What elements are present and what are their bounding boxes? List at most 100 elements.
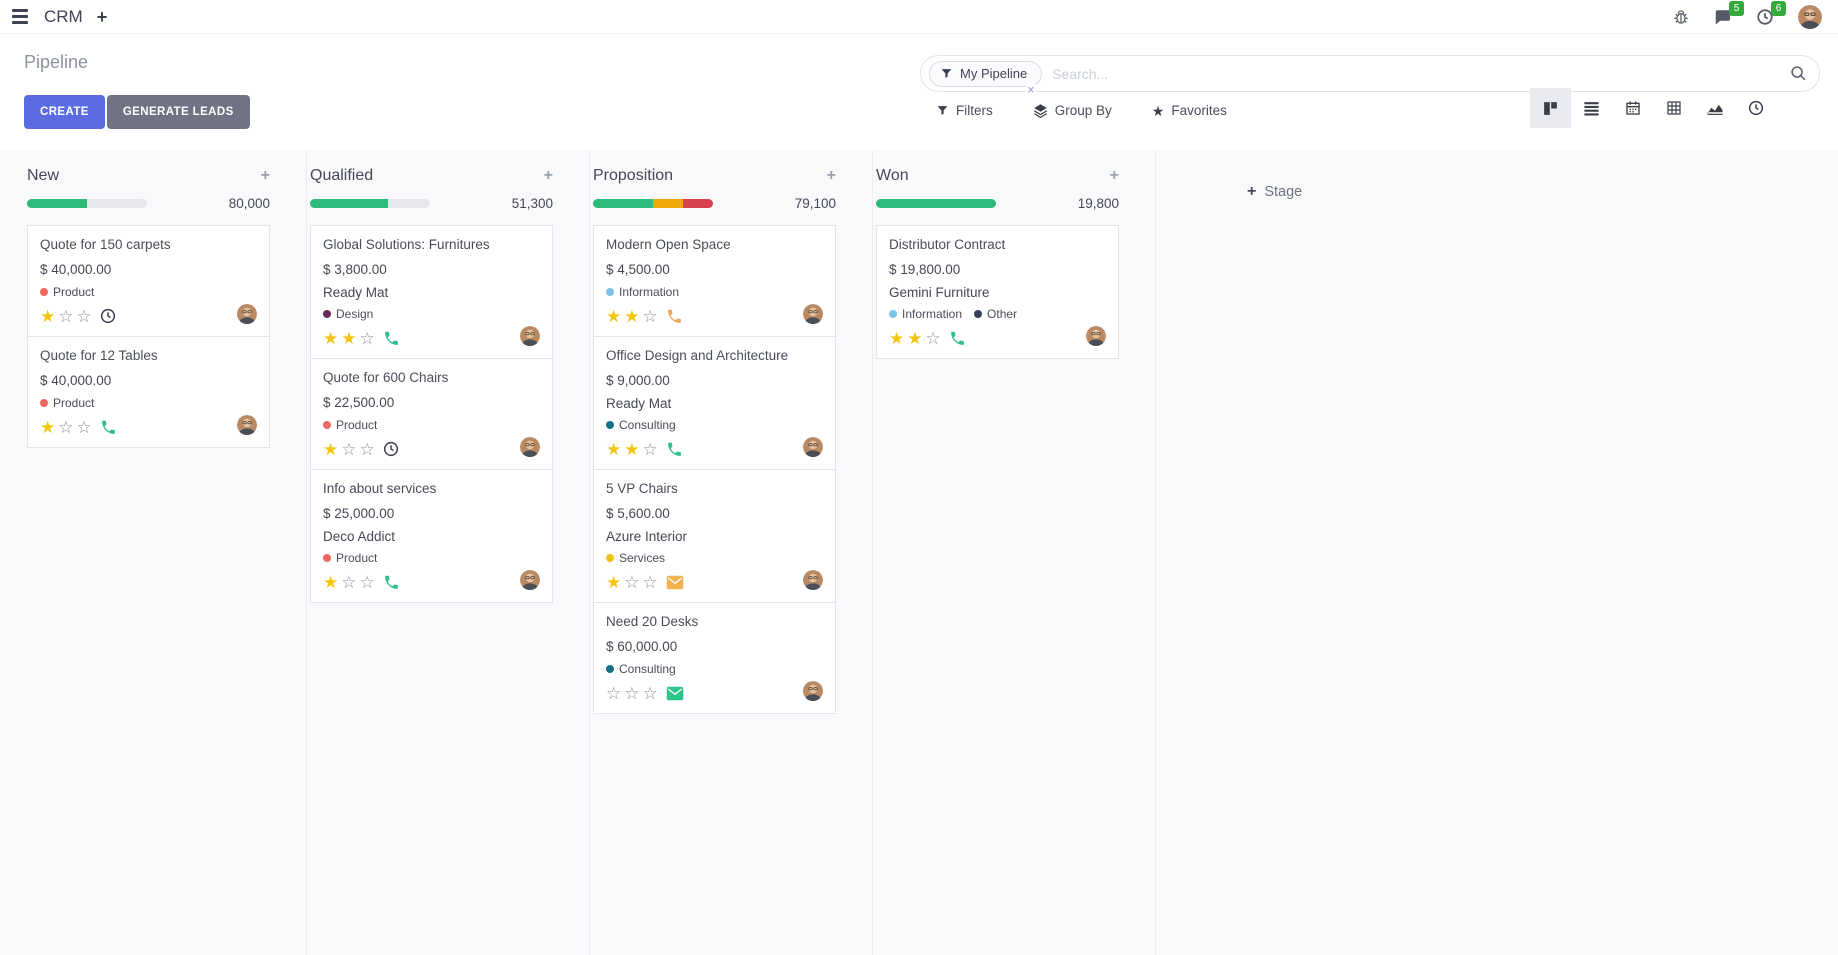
search-input[interactable] <box>1042 64 1790 83</box>
view-switch-graph[interactable] <box>1694 88 1735 128</box>
priority-star-icon[interactable]: ☆ <box>624 572 640 592</box>
quick-create-icon[interactable]: + <box>826 167 836 184</box>
app-name[interactable]: CRM <box>44 6 83 26</box>
kanban-card[interactable]: 5 VP Chairs $ 5,600.00 Azure Interior Ser… <box>593 468 836 603</box>
priority-star-icon[interactable]: ☆ <box>341 572 357 592</box>
kanban-card[interactable]: Distributor Contract $ 19,800.00 Gemini F… <box>876 225 1119 359</box>
progress-segment[interactable] <box>876 199 996 208</box>
envelope-icon[interactable] <box>666 575 684 590</box>
view-switch-kanban[interactable] <box>1530 88 1571 128</box>
priority-star-icon[interactable]: ★ <box>323 572 339 592</box>
apps-menu-icon[interactable] <box>10 7 30 26</box>
priority-star-icon[interactable]: ★ <box>323 328 339 348</box>
debug-bug-icon[interactable] <box>1673 9 1689 25</box>
progress-segment[interactable] <box>593 199 653 208</box>
priority-star-icon[interactable]: ★ <box>889 328 905 348</box>
priority-star-icon[interactable]: ☆ <box>58 306 74 326</box>
group-by-button[interactable]: Group By <box>1033 103 1112 118</box>
generate-leads-button[interactable]: GENERATE LEADS <box>106 95 250 129</box>
clock-icon[interactable] <box>100 308 116 324</box>
quick-create-icon[interactable]: + <box>1109 167 1119 184</box>
kanban-card[interactable]: Global Solutions: Furnitures $ 3,800.00 R… <box>310 225 553 359</box>
tag-label: Services <box>619 550 666 565</box>
card-tag: Product <box>40 285 94 299</box>
user-avatar[interactable] <box>1798 4 1822 29</box>
column-progressbar[interactable] <box>27 199 147 208</box>
create-button[interactable]: CREATE <box>24 95 105 129</box>
view-switch-pivot[interactable] <box>1653 88 1694 128</box>
priority-star-icon[interactable]: ☆ <box>642 439 658 459</box>
column-title: Qualified <box>310 167 374 184</box>
priority-star-icon[interactable]: ☆ <box>341 439 357 459</box>
activities-clock-icon[interactable]: 6 <box>1756 0 1786 26</box>
priority-star-icon[interactable]: ☆ <box>58 417 74 437</box>
priority-star-icon[interactable]: ★ <box>624 306 640 326</box>
plus-icon: + <box>1247 183 1257 200</box>
quick-create-icon[interactable]: + <box>260 167 270 184</box>
column-progressbar[interactable] <box>593 199 713 208</box>
view-switch-activity[interactable] <box>1735 88 1776 128</box>
column-progressbar[interactable] <box>876 199 996 208</box>
kanban-column-new: New + 80,000 Quote for 150 carpets $ 40,… <box>24 150 307 955</box>
priority-star-icon[interactable]: ★ <box>40 306 56 326</box>
phone-icon[interactable] <box>949 330 966 347</box>
priority-star-icon[interactable]: ☆ <box>642 572 658 592</box>
add-stage-button[interactable]: + Stage <box>1247 183 1302 201</box>
card-title: Global Solutions: Furnitures <box>323 237 490 252</box>
progress-segment[interactable] <box>653 199 683 208</box>
favorites-button[interactable]: ★ Favorites <box>1152 103 1227 118</box>
facet-remove-icon[interactable]: × <box>1026 82 1036 97</box>
kanban-card[interactable]: Info about services $ 25,000.00 Deco Addi… <box>310 468 553 603</box>
search-facet-my-pipeline[interactable]: My Pipeline <box>929 60 1043 87</box>
phone-icon[interactable] <box>666 441 683 458</box>
priority-star-icon[interactable]: ★ <box>606 572 622 592</box>
priority-star-icon[interactable]: ☆ <box>76 306 92 326</box>
messages-icon[interactable]: 5 <box>1713 0 1744 26</box>
kanban-card[interactable]: Office Design and Architecture $ 9,000.0… <box>593 335 836 470</box>
tag-color-dot <box>889 309 897 318</box>
column-progressbar[interactable] <box>310 199 430 208</box>
priority-star-icon[interactable]: ☆ <box>76 417 92 437</box>
tag-color-dot <box>606 664 614 673</box>
search-bar[interactable]: My Pipeline <box>920 55 1820 92</box>
column-title: Proposition <box>593 167 674 184</box>
priority-star-icon[interactable]: ★ <box>40 417 56 437</box>
priority-star-icon[interactable]: ☆ <box>359 572 375 592</box>
salesperson-avatar <box>237 303 257 324</box>
priority-star-icon[interactable]: ★ <box>606 439 622 459</box>
phone-icon[interactable] <box>666 308 683 325</box>
view-switch-list[interactable] <box>1571 88 1612 128</box>
priority-star-icon[interactable]: ★ <box>907 328 923 348</box>
envelope-icon[interactable] <box>666 686 684 701</box>
kanban-card[interactable]: Quote for 600 Chairs $ 22,500.00 Product… <box>310 357 553 470</box>
priority-star-icon[interactable]: ☆ <box>359 439 375 459</box>
phone-icon[interactable] <box>383 574 400 591</box>
search-icon[interactable] <box>1790 65 1807 82</box>
card-tag: Product <box>323 418 377 432</box>
priority-star-icon[interactable]: ☆ <box>642 683 658 703</box>
priority-star-icon[interactable]: ★ <box>606 306 622 326</box>
priority-star-icon[interactable]: ★ <box>624 439 640 459</box>
priority-star-icon[interactable]: ☆ <box>624 683 640 703</box>
priority-star-icon[interactable]: ☆ <box>925 328 941 348</box>
priority-star-icon[interactable]: ★ <box>341 328 357 348</box>
phone-icon[interactable] <box>383 330 400 347</box>
priority-star-icon[interactable]: ★ <box>323 439 339 459</box>
priority-star-icon[interactable]: ☆ <box>606 683 622 703</box>
kanban-card[interactable]: Quote for 150 carpets $ 40,000.00 Produc… <box>27 225 270 337</box>
kanban-card[interactable]: Modern Open Space $ 4,500.00 Information… <box>593 225 836 337</box>
priority-star-icon[interactable]: ☆ <box>642 306 658 326</box>
quick-create-icon[interactable]: + <box>543 167 553 184</box>
add-icon[interactable]: + <box>96 6 108 27</box>
clock-icon[interactable] <box>383 441 399 457</box>
kanban-card[interactable]: Need 20 Desks $ 60,000.00 Consulting ☆ ☆ ☆ <box>593 601 836 714</box>
kanban-card[interactable]: Quote for 12 Tables $ 40,000.00 Product … <box>27 335 270 448</box>
progress-segment[interactable] <box>310 199 388 208</box>
view-switch-calendar[interactable] <box>1612 88 1653 128</box>
progress-segment[interactable] <box>27 199 87 208</box>
phone-icon[interactable] <box>100 419 117 436</box>
progress-segment[interactable] <box>683 199 713 208</box>
priority-star-icon[interactable]: ☆ <box>359 328 375 348</box>
filters-button[interactable]: Filters <box>936 103 993 118</box>
tag-label: Other <box>987 306 1018 321</box>
